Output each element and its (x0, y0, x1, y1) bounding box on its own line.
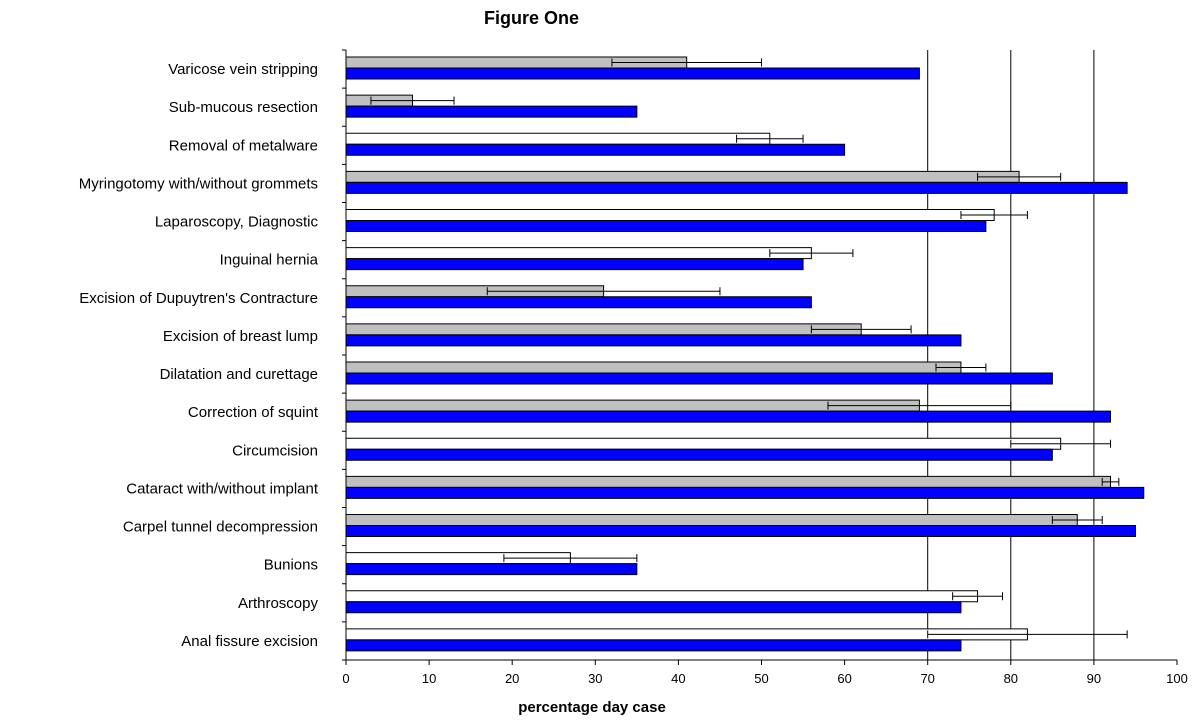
bar-series-1 (345, 514, 1078, 526)
bar-series-2 (345, 410, 1112, 423)
bar-series-1 (345, 323, 862, 336)
bar-series-1 (345, 590, 979, 603)
category-label: Removal of metalware (169, 137, 318, 154)
bar-series-2 (345, 105, 638, 118)
bar-series-1 (345, 475, 1112, 488)
bar-series-2 (345, 448, 1053, 461)
bar-series-1 (345, 437, 1062, 450)
bar-series-1 (345, 361, 962, 374)
bar-series-2 (345, 258, 804, 271)
bar-series-1 (345, 209, 995, 221)
chart-title: Figure One (483, 8, 579, 28)
bar-series-2 (345, 563, 638, 576)
category-label: Varicose vein stripping (168, 61, 318, 78)
category-label: Cataract with/without implant (126, 480, 319, 497)
x-axis-label: percentage day case (518, 699, 666, 716)
bar-series-2 (345, 486, 1145, 499)
bars (345, 56, 1145, 652)
bar-series-2 (345, 372, 1053, 385)
x-tick-label: 40 (671, 671, 685, 686)
category-label: Bunions (264, 557, 318, 574)
bar-series-2 (345, 181, 1128, 194)
bar-series-2 (345, 601, 962, 614)
bar-series-2 (345, 525, 1136, 537)
category-labels: Varicose vein stripping Sub-mucous resect… (79, 61, 319, 650)
axes: 0 10 20 30 40 50 60 70 80 90 100 (342, 49, 1188, 686)
x-tick-label: 60 (837, 671, 851, 686)
bar-series-2 (345, 639, 962, 652)
category-label: Circumcision (232, 442, 318, 459)
bar-series-1 (345, 170, 1020, 183)
category-label: Myringotomy with/without grommets (79, 175, 318, 192)
bar-series-1 (345, 132, 771, 145)
gridlines (927, 50, 1095, 660)
x-tick-label: 20 (505, 671, 519, 686)
x-tick-label: 0 (342, 671, 349, 686)
category-label: Anal fissure excision (181, 633, 318, 650)
bar-series-2 (345, 220, 987, 232)
bar-series-2 (345, 143, 846, 156)
x-tick-label: 70 (920, 671, 934, 686)
category-label: Inguinal hernia (220, 252, 319, 269)
x-tick-label: 30 (588, 671, 602, 686)
x-tick-label: 90 (1087, 671, 1101, 686)
category-label: Arthroscopy (238, 595, 319, 612)
category-label: Excision of breast lump (163, 328, 318, 345)
category-label: Sub-mucous resection (169, 99, 318, 116)
bar-series-1 (345, 628, 1028, 641)
bar-series-1 (345, 247, 812, 260)
bar-series-2 (345, 334, 962, 347)
bar-series-2 (345, 296, 812, 309)
x-tick-label: 100 (1166, 671, 1188, 686)
category-label: Carpel tunnel decompression (123, 519, 318, 536)
category-label: Correction of squint (188, 404, 319, 421)
x-tick-label: 80 (1004, 671, 1018, 686)
x-tick-label: 10 (422, 671, 436, 686)
category-label: Laparoscopy, Diagnostic (155, 214, 319, 231)
category-label: Dilatation and curettage (160, 366, 318, 383)
x-tick-label: 50 (754, 671, 768, 686)
bar-series-2 (345, 67, 920, 80)
category-label: Excision of Dupuytren's Contracture (79, 290, 318, 307)
